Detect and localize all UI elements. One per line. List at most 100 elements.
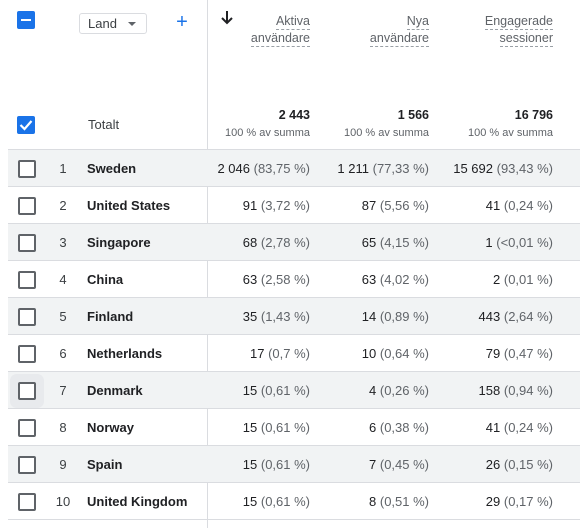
row-checkbox[interactable] (18, 234, 36, 252)
table-row[interactable]: 8 Norway 15 (0,61 %) 6 (0,38 %) 41 (0,24 %) (8, 409, 580, 446)
column-header-line2: användare (250, 31, 310, 47)
row-divider (8, 519, 580, 520)
country-name: Singapore (87, 235, 151, 250)
country-name: Netherlands (87, 346, 163, 361)
row-checkbox[interactable] (18, 160, 36, 178)
active-users-cell: 63 (2,58 %) (243, 272, 310, 287)
cell-percent: (0,17 %) (503, 494, 553, 509)
table-row[interactable]: 4 China 63 (2,58 %) 63 (4,02 %) 2 (0,01 %) (8, 261, 580, 298)
active-users-cell: 91 (3,72 %) (243, 198, 310, 213)
column-header-new-users[interactable]: Nya användare (369, 13, 429, 47)
row-checkbox[interactable] (18, 456, 36, 474)
cell-percent: (2,58 %) (260, 272, 310, 287)
column-header-engaged-sessions[interactable]: Engagerade sessioner (484, 13, 553, 47)
cell-value: 10 (361, 346, 377, 361)
new-users-cell: 87 (5,56 %) (362, 198, 429, 213)
active-users-cell: 68 (2,78 %) (243, 235, 310, 250)
active-users-cell: 2 046 (83,75 %) (217, 161, 310, 176)
new-users-cell: 6 (0,38 %) (369, 420, 429, 435)
plus-icon[interactable]: + (176, 11, 188, 33)
row-divider (8, 334, 580, 335)
cell-percent: (0,45 %) (379, 457, 429, 472)
cell-value: 26 (485, 457, 501, 472)
cell-value: 35 (242, 309, 258, 324)
check-icon (19, 120, 33, 131)
engaged-sessions-cell: 1 (<0,01 %) (485, 235, 553, 250)
cell-percent: (0,7 %) (268, 346, 310, 361)
row-divider (8, 260, 580, 261)
row-checkbox[interactable] (18, 382, 36, 400)
row-divider (8, 445, 580, 446)
engaged-sessions-cell: 158 (0,94 %) (479, 383, 553, 398)
cell-percent: (3,72 %) (260, 198, 310, 213)
arrow-down-icon[interactable] (220, 10, 234, 26)
cell-percent: (5,56 %) (379, 198, 429, 213)
row-index: 4 (59, 272, 67, 287)
row-index: 1 (59, 161, 67, 176)
cell-value: 63 (242, 272, 258, 287)
table-row[interactable]: 9 Spain 15 (0,61 %) 7 (0,45 %) 26 (0,15 %) (8, 446, 580, 483)
cell-value: 79 (485, 346, 501, 361)
cell-value: 158 (478, 383, 501, 398)
cell-percent: (77,33 %) (372, 161, 429, 176)
cell-percent: (0,61 %) (260, 383, 310, 398)
totals-checkbox[interactable] (17, 116, 35, 134)
cell-percent: (4,15 %) (379, 235, 429, 250)
engaged-sessions-cell: 15 692 (93,43 %) (453, 161, 553, 176)
row-divider (8, 223, 580, 224)
cell-percent: (0,51 %) (379, 494, 429, 509)
row-checkbox[interactable] (18, 308, 36, 326)
select-all-checkbox[interactable] (17, 11, 35, 29)
table-row[interactable]: 7 Denmark 15 (0,61 %) 4 (0,26 %) 158 (0,94 %… (8, 372, 580, 409)
cell-value: 15 (242, 457, 258, 472)
country-name: Spain (87, 457, 123, 472)
cell-percent: (2,64 %) (503, 309, 553, 324)
new-users-cell: 7 (0,45 %) (369, 457, 429, 472)
country-name: Norway (87, 420, 134, 435)
total-share-label: 100 % av summa (225, 127, 310, 139)
cell-value: 14 (361, 309, 377, 324)
cell-value: 15 (242, 420, 258, 435)
table-row[interactable]: 6 Netherlands 17 (0,7 %) 10 (0,64 %) 79 (0,4… (8, 335, 580, 372)
row-divider (8, 186, 580, 187)
cell-percent: (0,15 %) (503, 457, 553, 472)
column-header-active-users[interactable]: Aktiva användare (250, 13, 310, 47)
cell-value: 65 (361, 235, 377, 250)
row-index: 2 (59, 198, 67, 213)
cell-value: 68 (242, 235, 258, 250)
row-divider (8, 371, 580, 372)
caret-down-icon (128, 22, 136, 26)
row-checkbox[interactable] (18, 419, 36, 437)
row-divider (8, 482, 580, 483)
row-divider (8, 149, 580, 150)
new-users-cell: 65 (4,15 %) (362, 235, 429, 250)
row-checkbox[interactable] (18, 345, 36, 363)
dimension-dropdown[interactable]: Land (79, 13, 147, 34)
row-checkbox[interactable] (18, 493, 36, 511)
new-users-cell: 1 211 (77,33 %) (337, 161, 429, 176)
cell-percent: (<0,01 %) (496, 235, 553, 250)
cell-value: 15 692 (453, 161, 493, 176)
dimension-dropdown-label: Land (88, 16, 117, 31)
cell-value: 2 046 (217, 161, 250, 176)
table-row[interactable]: 2 United States 91 (3,72 %) 87 (5,56 %) 41 (… (8, 187, 580, 224)
row-checkbox[interactable] (18, 197, 36, 215)
cell-value: 15 (242, 383, 258, 398)
column-divider (207, 0, 208, 528)
row-index: 7 (59, 383, 67, 398)
total-engaged-sessions: 16 796 (514, 108, 553, 122)
total-new-users: 1 566 (397, 108, 429, 122)
table-row[interactable]: 1 Sweden 2 046 (83,75 %) 1 211 (77,33 %) 15 … (8, 150, 580, 187)
cell-percent: (2,78 %) (260, 235, 310, 250)
row-checkbox[interactable] (18, 271, 36, 289)
cell-value: 7 (369, 457, 377, 472)
cell-percent: (0,61 %) (260, 494, 310, 509)
new-users-cell: 4 (0,26 %) (369, 383, 429, 398)
table-row[interactable]: 3 Singapore 68 (2,78 %) 65 (4,15 %) 1 (<0,01… (8, 224, 580, 261)
active-users-cell: 15 (0,61 %) (243, 457, 310, 472)
active-users-cell: 15 (0,61 %) (243, 494, 310, 509)
active-users-cell: 15 (0,61 %) (243, 383, 310, 398)
table-row[interactable]: 10 United Kingdom 15 (0,61 %) 8 (0,51 %) 29 … (8, 483, 580, 520)
table-row[interactable]: 5 Finland 35 (1,43 %) 14 (0,89 %) 443 (2,64 … (8, 298, 580, 335)
cell-percent: (0,94 %) (503, 383, 553, 398)
